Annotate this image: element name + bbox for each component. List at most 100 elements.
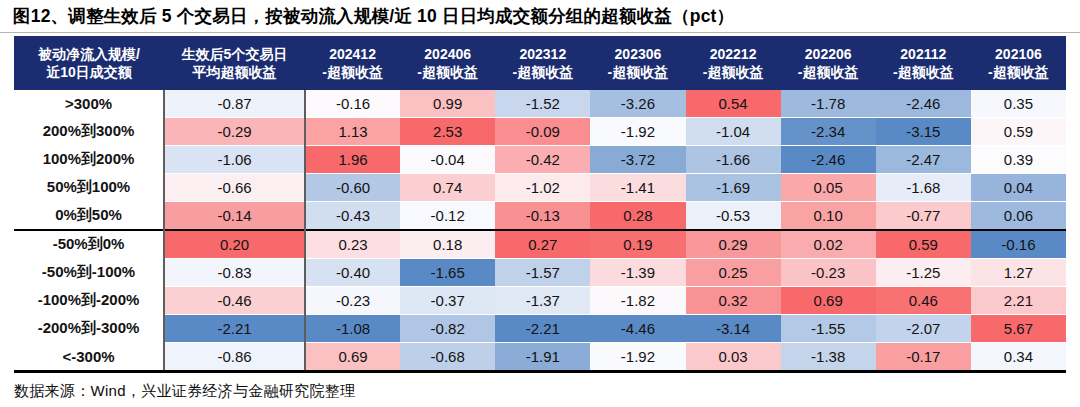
column-header-202212: 202212-超额收益 bbox=[686, 36, 781, 90]
row-label: -50%到-100% bbox=[14, 259, 164, 287]
value-cell: -3.14 bbox=[686, 315, 781, 343]
value-cell: 0.25 bbox=[686, 259, 781, 287]
value-cell: -1.82 bbox=[590, 287, 685, 315]
value-cell: -0.16 bbox=[305, 90, 400, 118]
table-row: -100%到-200%-0.46-0.23-0.37-1.37-1.820.32… bbox=[14, 287, 1066, 315]
value-cell: -0.42 bbox=[495, 146, 590, 174]
row-label: -50%到0% bbox=[14, 230, 164, 259]
value-cell: -0.46 bbox=[164, 287, 305, 315]
value-cell: 1.27 bbox=[971, 259, 1066, 287]
value-cell: 0.32 bbox=[686, 287, 781, 315]
header-row: 被动净流入规模/近10日成交额生效后5个交易日平均超额收益202412-超额收益… bbox=[14, 36, 1066, 90]
value-cell: -0.53 bbox=[686, 202, 781, 231]
row-label: 100%到200% bbox=[14, 146, 164, 174]
value-cell: -1.92 bbox=[590, 343, 685, 372]
table-row: 0%到50%-0.14-0.43-0.12-0.130.28-0.530.10-… bbox=[14, 202, 1066, 231]
value-cell: -0.29 bbox=[164, 118, 305, 146]
row-label: -200%到-300% bbox=[14, 315, 164, 343]
value-cell: -1.08 bbox=[305, 315, 400, 343]
row-label: <-300% bbox=[14, 343, 164, 372]
table-row: >300%-0.87-0.160.99-1.52-3.260.54-1.78-2… bbox=[14, 90, 1066, 118]
value-cell: -0.77 bbox=[876, 202, 971, 231]
value-cell: 0.04 bbox=[971, 174, 1066, 202]
value-cell: 0.54 bbox=[686, 90, 781, 118]
value-cell: -1.66 bbox=[686, 146, 781, 174]
value-cell: -0.13 bbox=[495, 202, 590, 231]
value-cell: -1.52 bbox=[495, 90, 590, 118]
column-header-202306: 202306-超额收益 bbox=[590, 36, 685, 90]
table-container: 被动净流入规模/近10日成交额生效后5个交易日平均超额收益202412-超额收益… bbox=[14, 36, 1080, 373]
column-header-avg: 生效后5个交易日平均超额收益 bbox=[164, 36, 305, 90]
value-cell: -0.43 bbox=[305, 202, 400, 231]
value-cell: -2.34 bbox=[781, 118, 876, 146]
value-cell: 0.27 bbox=[495, 230, 590, 259]
value-cell: -0.16 bbox=[971, 230, 1066, 259]
value-cell: -2.21 bbox=[495, 315, 590, 343]
row-label: 0%到50% bbox=[14, 202, 164, 231]
value-cell: -4.46 bbox=[590, 315, 685, 343]
value-cell: 0.06 bbox=[971, 202, 1066, 231]
figure-title: 图12、调整生效后 5 个交易日，按被动流入规模/近 10 日日均成交额分组的超… bbox=[0, 0, 1080, 33]
table-row: -200%到-300%-2.21-1.08-0.82-2.21-4.46-3.1… bbox=[14, 315, 1066, 343]
data-table: 被动净流入规模/近10日成交额生效后5个交易日平均超额收益202412-超额收益… bbox=[14, 36, 1066, 373]
value-cell: -1.25 bbox=[876, 259, 971, 287]
value-cell: -0.87 bbox=[164, 90, 305, 118]
value-cell: -1.41 bbox=[590, 174, 685, 202]
source-note: 数据来源：Wind，兴业证券经济与金融研究院整理 bbox=[14, 382, 1080, 401]
value-cell: -0.23 bbox=[305, 287, 400, 315]
value-cell: -1.38 bbox=[781, 343, 876, 372]
value-cell: -3.72 bbox=[590, 146, 685, 174]
value-cell: -1.37 bbox=[495, 287, 590, 315]
value-cell: -2.07 bbox=[876, 315, 971, 343]
value-cell: 0.19 bbox=[590, 230, 685, 259]
value-cell: -1.69 bbox=[686, 174, 781, 202]
table-header: 被动净流入规模/近10日成交额生效后5个交易日平均超额收益202412-超额收益… bbox=[14, 36, 1066, 90]
value-cell: 0.39 bbox=[971, 146, 1066, 174]
value-cell: 2.21 bbox=[971, 287, 1066, 315]
value-cell: -0.12 bbox=[400, 202, 495, 231]
value-cell: -3.15 bbox=[876, 118, 971, 146]
value-cell: 0.69 bbox=[781, 287, 876, 315]
value-cell: -0.09 bbox=[495, 118, 590, 146]
value-cell: 0.20 bbox=[164, 230, 305, 259]
value-cell: -0.86 bbox=[164, 343, 305, 372]
value-cell: -0.40 bbox=[305, 259, 400, 287]
value-cell: -1.65 bbox=[400, 259, 495, 287]
column-header-202406: 202406-超额收益 bbox=[400, 36, 495, 90]
value-cell: -1.39 bbox=[590, 259, 685, 287]
value-cell: -1.91 bbox=[495, 343, 590, 372]
value-cell: -1.57 bbox=[495, 259, 590, 287]
table-body: >300%-0.87-0.160.99-1.52-3.260.54-1.78-2… bbox=[14, 90, 1066, 372]
value-cell: -2.46 bbox=[781, 146, 876, 174]
value-cell: 1.13 bbox=[305, 118, 400, 146]
value-cell: 0.10 bbox=[781, 202, 876, 231]
row-group-header: 被动净流入规模/近10日成交额 bbox=[14, 36, 164, 90]
value-cell: -1.02 bbox=[495, 174, 590, 202]
column-header-202106: 202106-超额收益 bbox=[971, 36, 1066, 90]
value-cell: 0.34 bbox=[971, 343, 1066, 372]
value-cell: 0.05 bbox=[781, 174, 876, 202]
value-cell: 5.67 bbox=[971, 315, 1066, 343]
table-row: -50%到0%0.200.230.180.270.190.290.020.59-… bbox=[14, 230, 1066, 259]
value-cell: -0.17 bbox=[876, 343, 971, 372]
value-cell: -0.82 bbox=[400, 315, 495, 343]
value-cell: -2.47 bbox=[876, 146, 971, 174]
value-cell: -0.37 bbox=[400, 287, 495, 315]
value-cell: -1.04 bbox=[686, 118, 781, 146]
value-cell: -0.68 bbox=[400, 343, 495, 372]
value-cell: -1.78 bbox=[781, 90, 876, 118]
row-label: >300% bbox=[14, 90, 164, 118]
row-label: 50%到100% bbox=[14, 174, 164, 202]
value-cell: 0.74 bbox=[400, 174, 495, 202]
column-header-202206: 202206-超额收益 bbox=[781, 36, 876, 90]
value-cell: 0.59 bbox=[876, 230, 971, 259]
value-cell: -2.46 bbox=[876, 90, 971, 118]
value-cell: 2.53 bbox=[400, 118, 495, 146]
value-cell: 0.46 bbox=[876, 287, 971, 315]
value-cell: -1.92 bbox=[590, 118, 685, 146]
value-cell: -0.83 bbox=[164, 259, 305, 287]
table-row: 50%到100%-0.66-0.600.74-1.02-1.41-1.690.0… bbox=[14, 174, 1066, 202]
table-row: 100%到200%-1.061.96-0.04-0.42-3.72-1.66-2… bbox=[14, 146, 1066, 174]
table-row: -50%到-100%-0.83-0.40-1.65-1.57-1.390.25 -… bbox=[14, 259, 1066, 287]
value-cell: 0.69 bbox=[305, 343, 400, 372]
